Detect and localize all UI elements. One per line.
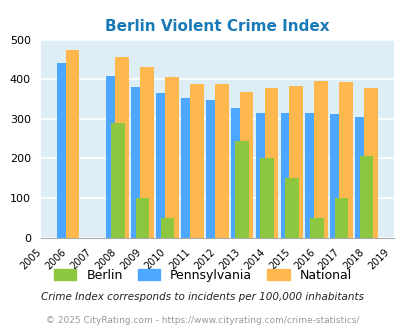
- Bar: [190, 84, 203, 238]
- Bar: [234, 141, 248, 238]
- Bar: [255, 113, 269, 238]
- Bar: [111, 123, 124, 238]
- Bar: [305, 113, 318, 238]
- Bar: [181, 98, 194, 238]
- Bar: [239, 92, 253, 238]
- Bar: [106, 76, 120, 238]
- Bar: [230, 108, 244, 238]
- Bar: [57, 63, 70, 238]
- Bar: [289, 85, 303, 238]
- Bar: [260, 158, 273, 238]
- Title: Berlin Violent Crime Index: Berlin Violent Crime Index: [104, 19, 329, 34]
- Bar: [338, 82, 352, 238]
- Bar: [140, 67, 153, 238]
- Bar: [131, 87, 145, 238]
- Bar: [214, 84, 228, 238]
- Bar: [280, 113, 294, 238]
- Bar: [135, 198, 149, 238]
- Bar: [313, 81, 327, 238]
- Bar: [115, 57, 129, 238]
- Bar: [363, 87, 377, 238]
- Bar: [359, 156, 372, 238]
- Bar: [165, 77, 178, 238]
- Bar: [354, 117, 368, 238]
- Bar: [329, 115, 343, 238]
- Bar: [160, 218, 174, 238]
- Bar: [205, 100, 219, 238]
- Bar: [334, 198, 347, 238]
- Text: Crime Index corresponds to incidents per 100,000 inhabitants: Crime Index corresponds to incidents per…: [41, 292, 364, 302]
- Legend: Berlin, Pennsylvania, National: Berlin, Pennsylvania, National: [49, 264, 356, 287]
- Bar: [66, 50, 79, 238]
- Bar: [309, 218, 323, 238]
- Bar: [156, 93, 169, 238]
- Bar: [284, 178, 298, 238]
- Bar: [264, 88, 277, 238]
- Text: © 2025 CityRating.com - https://www.cityrating.com/crime-statistics/: © 2025 CityRating.com - https://www.city…: [46, 316, 359, 325]
